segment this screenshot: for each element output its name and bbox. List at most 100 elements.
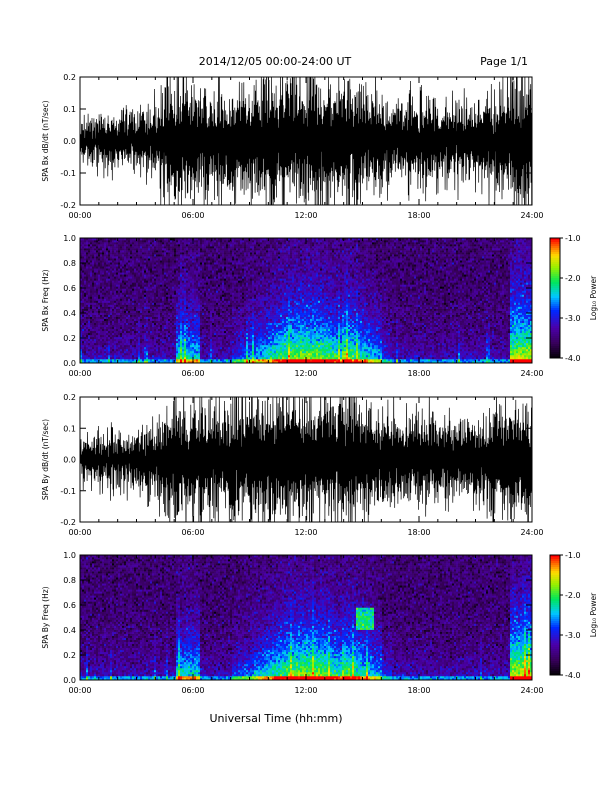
bx-spectrogram-cell [216,256,219,259]
bx-spectrogram-cell [186,258,189,261]
bx-spectrogram-cell [108,270,111,273]
bx-spectrogram-cell [176,256,179,259]
bx-spectrogram-cell [84,318,87,321]
bx-spectrogram-cell [98,330,101,334]
bx-spectrogram-cell [164,314,167,317]
bx-spectrogram-cell [136,332,139,336]
bx-spectrogram-cell [88,294,91,297]
bx-spectrogram-cell [164,258,167,261]
bx-spectrogram-cell [212,280,215,283]
bx-spectrogram-cell [218,286,221,289]
bx-spectrogram-cell [190,254,193,257]
bx-spectrogram-cell [102,242,105,245]
bx-spectrogram-cell [194,288,197,291]
bx-spectrogram-cell [102,296,105,299]
bx-spectrogram-cell [112,314,115,317]
bx-spectrogram-cell [224,248,227,251]
bx-spectrogram-cell [156,298,159,301]
bx-spectrogram-cell [190,350,193,354]
bx-spectrogram-cell [178,276,181,279]
bx-spectrogram-cell [108,258,111,261]
bx-spectrogram-cell [104,330,107,334]
bx-spectrogram-cell [230,282,233,285]
bx-spectrogram-cell [82,274,85,277]
bx-spectrogram-cell [132,296,135,299]
bx-spectrogram-cell [210,354,213,358]
bx-spectrogram-cell [234,246,237,249]
bx-spectrogram-cell [112,290,115,293]
bx-spectrogram-cell [226,306,229,309]
bx-spectrogram-cell [106,280,109,283]
bx-spectrogram-cell [136,282,139,285]
bx-spectrogram-cell [120,342,123,346]
bx-spectrogram-cell [188,314,191,317]
bx-spectrogram-cell [82,250,85,253]
bx-spectrogram-cell [196,248,199,251]
bx-spectrogram-cell [178,326,181,330]
bx-spectrogram-cell [120,326,123,330]
bx-spectrogram-cell [92,316,95,319]
bx-spectrogram-cell [218,342,221,346]
bx-spectrogram-cell [220,306,223,309]
bx-spectrogram-cell [158,326,161,330]
bx-spectrogram-cell [214,264,217,267]
bx-spectrogram-cell [224,330,227,334]
bx-spectrogram-cell [150,312,153,315]
bx-spectrogram-cell [234,328,237,332]
bx-waveform-xtick-label: 24:00 [520,211,543,220]
bx-spectrogram-cell [210,254,213,257]
bx-spectrogram-cell [216,284,219,287]
bx-spectrogram-cell [234,350,237,354]
bx-spectrogram-cell [152,354,155,358]
bx-spectrogram-cell [172,238,175,241]
bx-spectrogram-cell [144,288,147,291]
bx-spectrogram-cell [220,298,223,301]
bx-spectrogram-cell [198,332,201,336]
bx-spectrogram-cell [82,244,85,247]
bx-spectrogram-cell [108,260,111,263]
bx-spectrogram-cell [110,270,113,273]
bx-spectrogram-cell [138,352,141,356]
bx-spectrogram-cell [116,332,119,336]
bx-spectrogram-cell [234,312,237,315]
bx-spectrogram-cell [84,268,87,271]
bx-spectrogram-cell [164,254,167,257]
bx-spectrogram-cell [88,310,91,313]
bx-spectrogram-cell [208,320,211,323]
bx-spectrogram-cell [168,294,171,297]
bx-spectrogram-cell [184,330,187,334]
bx-spectrogram-cell [114,260,117,263]
bx-spectrogram-cell [192,318,195,321]
bx-spectrogram-cell [196,268,199,271]
bx-spectrogram-cell [194,360,197,364]
bx-spectrogram-cell [224,260,227,263]
bx-spectrogram-cell [182,252,185,255]
bx-spectrogram-cell [232,332,235,336]
bx-spectrogram-cell [178,250,181,253]
bx-spectrogram-cell [158,334,161,338]
bx-spectrogram-cell [82,302,85,305]
bx-spectrogram-cell [100,248,103,251]
bx-spectrogram-cell [106,336,109,340]
bx-spectrogram-cell [144,354,147,358]
bx-spectrogram-cell [216,282,219,285]
bx-spectrogram-cell [94,278,97,281]
bx-spectrogram-cell [174,346,177,350]
bx-spectrogram-cell [142,346,145,350]
bx-spectrogram-cell [158,268,161,271]
bx-spectrogram-cell [92,322,95,325]
bx-spectrogram-cell [190,286,193,289]
bx-spectrogram-cell [96,332,99,336]
bx-spectrogram-cell [202,284,205,287]
bx-spectrogram-cell [100,350,103,354]
bx-spectrogram-cell [182,298,185,301]
bx-spectrogram-cell [112,322,115,325]
bx-spectrogram-cell [212,326,215,330]
bx-spectrogram-cell [108,360,111,364]
bx-spectrogram-cell [158,254,161,257]
bx-spectrogram-cell [124,250,127,253]
bx-spectrogram-cell [184,246,187,249]
bx-spectrogram-cell [124,282,127,285]
bx-spectrogram-cell [128,272,131,275]
bx-spectrogram-cell [172,290,175,293]
